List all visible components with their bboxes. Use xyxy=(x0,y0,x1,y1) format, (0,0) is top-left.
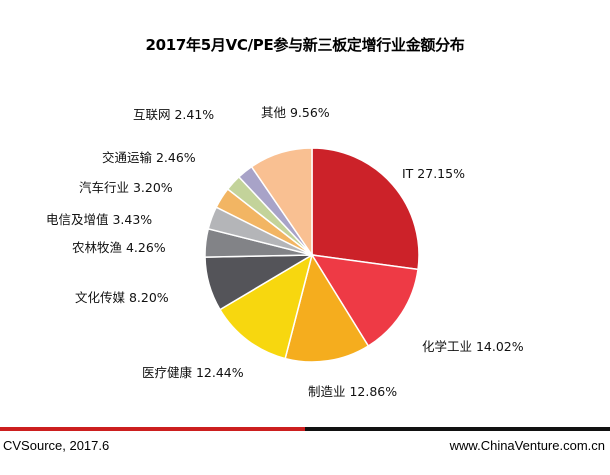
slice-label-3: 制造业 12.86% xyxy=(308,384,397,399)
pie-slice-1 xyxy=(311,147,420,271)
slice-label-10: 互联网 2.41% xyxy=(133,107,214,122)
pie-slice-11 xyxy=(250,147,313,258)
pie-slice-3 xyxy=(284,253,370,363)
slice-label-9: 交通运输 2.46% xyxy=(102,150,196,165)
pie-slice-4 xyxy=(218,253,314,360)
slice-label-11: 其他 9.56% xyxy=(261,105,330,120)
slice-label-5: 文化传媒 8.20% xyxy=(75,290,169,305)
slice-label-7: 电信及增值 3.43% xyxy=(46,212,152,227)
slice-label-8: 汽车行业 3.20% xyxy=(79,180,173,195)
footer-source: CVSource, 2017.6 xyxy=(3,438,110,453)
slice-label-6: 农林牧渔 4.26% xyxy=(72,240,166,255)
pie-slice-2 xyxy=(310,254,419,347)
slice-label-1: IT 27.15% xyxy=(402,166,465,181)
slice-label-2: 化学工业 14.02% xyxy=(422,339,524,354)
footer-divider xyxy=(0,427,610,431)
footer-divider-black xyxy=(305,427,610,431)
footer-website: www.ChinaVenture.com.cn xyxy=(449,438,605,453)
footer-divider-red xyxy=(0,427,305,431)
pie-chart: IT 27.15% 化学工业 14.02% 制造业 12.86% 医疗健康 12.44… xyxy=(46,105,524,399)
slice-label-4: 医疗健康 12.44% xyxy=(142,365,244,380)
chart-title: 2017年5月VC/PE参与新三板定增行业金额分布 xyxy=(145,36,465,54)
